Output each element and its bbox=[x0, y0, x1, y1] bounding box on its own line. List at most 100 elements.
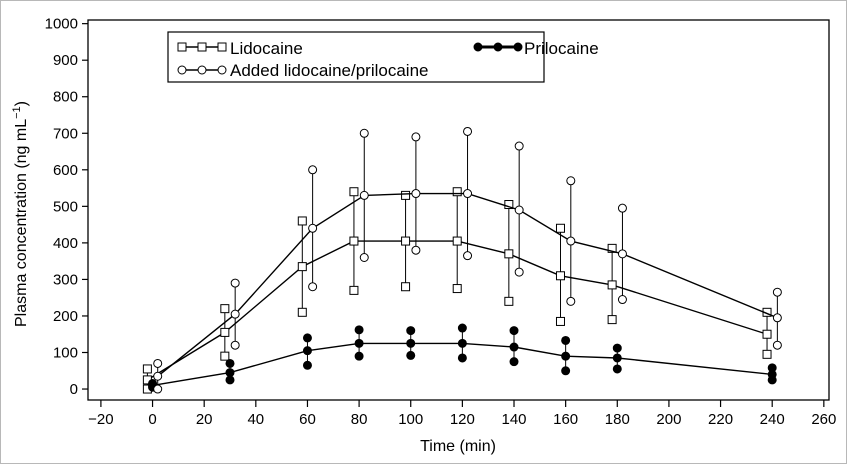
y-axis-title: Plasma concentration (ng mL−1) bbox=[11, 101, 30, 327]
x-tick-label: 180 bbox=[605, 411, 630, 428]
error-cap-high-prilocaine bbox=[225, 358, 235, 368]
data-point-prilocaine bbox=[561, 351, 571, 361]
data-point-lidocaine bbox=[220, 327, 230, 337]
legend-marker bbox=[177, 42, 187, 52]
data-point-prilocaine bbox=[406, 338, 416, 348]
error-cap-high-lidocaine bbox=[401, 190, 411, 200]
legend-prilocaine-symbol bbox=[473, 42, 523, 52]
y-axis: 0 100 200 300 400 500 600 700 800 900 1000 bbox=[45, 16, 88, 398]
data-point-added-lidocaine-prilocaine bbox=[617, 249, 627, 259]
error-cap-high-prilocaine bbox=[406, 326, 416, 336]
y-axis-title-main: Plasma concentration (ng mL bbox=[13, 119, 30, 327]
error-cap-high-added-lidocaine-prilocaine bbox=[153, 358, 163, 368]
series-line-lidocaine bbox=[147, 240, 768, 381]
series-added-lidocaine-prilocaine bbox=[153, 126, 782, 394]
data-point-prilocaine bbox=[612, 353, 622, 363]
legend-marker bbox=[217, 42, 227, 52]
error-cap-high-added-lidocaine-prilocaine bbox=[772, 287, 782, 297]
legend-marker bbox=[513, 42, 523, 52]
data-point-added-lidocaine-prilocaine bbox=[566, 236, 576, 246]
x-tick-label: 0 bbox=[148, 411, 156, 428]
data-point-prilocaine bbox=[354, 338, 364, 348]
legend-added-label: Added lidocaine/prilocaine bbox=[230, 61, 428, 80]
y-axis-title-close: ) bbox=[13, 101, 30, 106]
y-tick-label: 900 bbox=[53, 52, 78, 69]
series-line-prilocaine bbox=[152, 342, 773, 387]
legend-marker bbox=[217, 65, 227, 75]
error-cap-high-prilocaine bbox=[561, 335, 571, 345]
data-point-lidocaine bbox=[349, 236, 359, 246]
error-cap-low-prilocaine bbox=[561, 366, 571, 376]
y-tick-label: 1000 bbox=[45, 16, 78, 33]
error-cap-high-lidocaine bbox=[607, 243, 617, 253]
error-cap-low-lidocaine bbox=[452, 284, 462, 294]
plot-area-frame bbox=[87, 19, 830, 401]
error-cap-low-lidocaine bbox=[555, 316, 565, 326]
error-cap-high-prilocaine bbox=[509, 326, 519, 336]
error-cap-low-lidocaine bbox=[349, 285, 359, 295]
y-tick-label: 100 bbox=[53, 345, 78, 362]
x-tick-label: 60 bbox=[299, 411, 316, 428]
error-cap-high-added-lidocaine-prilocaine bbox=[566, 176, 576, 186]
error-cap-low-lidocaine bbox=[762, 349, 772, 359]
x-tick-label: 220 bbox=[708, 411, 733, 428]
error-cap-low-added-lidocaine-prilocaine bbox=[617, 295, 627, 305]
legend-prilocaine-label: Prilocaine bbox=[524, 39, 599, 58]
series-prilocaine bbox=[148, 323, 777, 392]
x-tick-label: 260 bbox=[811, 411, 836, 428]
x-tick-label: 120 bbox=[450, 411, 475, 428]
data-point-prilocaine bbox=[225, 368, 235, 378]
error-cap-high-lidocaine bbox=[142, 364, 152, 374]
error-cap-high-added-lidocaine-prilocaine bbox=[230, 278, 240, 288]
error-cap-high-prilocaine bbox=[354, 325, 364, 335]
error-cap-high-added-lidocaine-prilocaine bbox=[308, 165, 318, 175]
error-cap-high-prilocaine bbox=[612, 343, 622, 353]
x-tick-label: 200 bbox=[656, 411, 681, 428]
error-cap-high-added-lidocaine-prilocaine bbox=[617, 203, 627, 213]
y-tick-label: 500 bbox=[53, 198, 78, 215]
y-tick-label: 200 bbox=[53, 308, 78, 325]
x-tick-label: 40 bbox=[247, 411, 264, 428]
series-layer bbox=[142, 126, 782, 394]
y-tick-label: 400 bbox=[53, 235, 78, 252]
data-point-lidocaine bbox=[452, 236, 462, 246]
x-axis-title: Time (min) bbox=[420, 438, 496, 455]
error-cap-low-prilocaine bbox=[509, 357, 519, 367]
y-tick-label: 600 bbox=[53, 162, 78, 179]
data-point-added-lidocaine-prilocaine bbox=[308, 223, 318, 233]
error-cap-low-added-lidocaine-prilocaine bbox=[566, 296, 576, 306]
y-tick-label: 300 bbox=[53, 271, 78, 288]
data-point-added-lidocaine-prilocaine bbox=[463, 189, 473, 199]
x-tick-label: 240 bbox=[760, 411, 785, 428]
data-point-added-lidocaine-prilocaine bbox=[514, 205, 524, 215]
error-cap-high-added-lidocaine-prilocaine bbox=[411, 132, 421, 142]
data-point-prilocaine bbox=[302, 346, 312, 356]
error-cap-low-prilocaine bbox=[302, 360, 312, 370]
series-lidocaine bbox=[142, 187, 772, 394]
error-cap-high-lidocaine bbox=[452, 187, 462, 197]
data-point-lidocaine bbox=[555, 271, 565, 281]
data-point-prilocaine bbox=[767, 369, 777, 379]
error-cap-low-prilocaine bbox=[225, 375, 235, 385]
x-tick-label: 100 bbox=[398, 411, 423, 428]
x-axis: −20 0 20 40 60 80 100 120 140 160 180 200 220 240 260 bbox=[88, 400, 836, 428]
legend-marker bbox=[177, 65, 187, 75]
data-point-added-lidocaine-prilocaine bbox=[153, 371, 163, 381]
error-cap-high-prilocaine bbox=[457, 323, 467, 333]
error-cap-high-lidocaine bbox=[504, 200, 514, 210]
data-point-lidocaine bbox=[504, 249, 514, 259]
series-line-added-lidocaine-prilocaine bbox=[157, 192, 778, 377]
x-tick-label: 140 bbox=[501, 411, 526, 428]
data-point-lidocaine bbox=[401, 236, 411, 246]
error-cap-low-added-lidocaine-prilocaine bbox=[514, 267, 524, 277]
error-cap-low-prilocaine bbox=[612, 364, 622, 374]
error-cap-high-added-lidocaine-prilocaine bbox=[463, 126, 473, 136]
error-cap-low-lidocaine bbox=[220, 351, 230, 361]
y-tick-label: 0 bbox=[70, 381, 78, 398]
error-cap-low-prilocaine bbox=[457, 353, 467, 363]
error-cap-high-added-lidocaine-prilocaine bbox=[514, 141, 524, 151]
legend-box bbox=[167, 31, 545, 83]
error-cap-high-lidocaine bbox=[297, 216, 307, 226]
y-tick-label: 700 bbox=[53, 125, 78, 142]
